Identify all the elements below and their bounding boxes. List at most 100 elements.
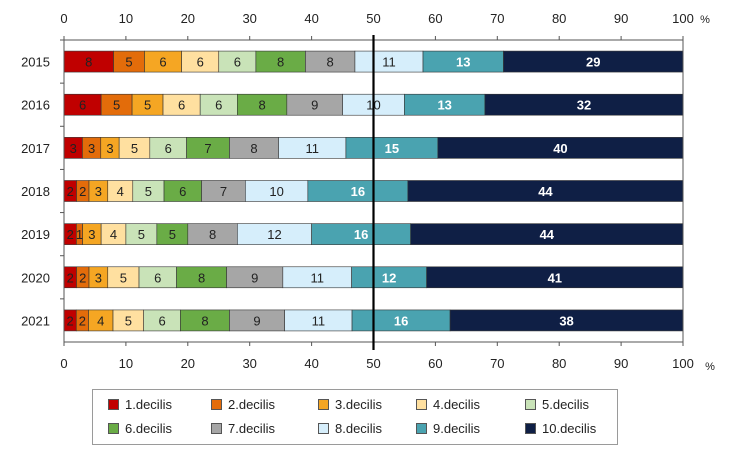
bar-segment-label: 5 [125, 55, 132, 70]
bar-segment-label: 3 [95, 270, 102, 285]
legend-item: 3.decilis [318, 394, 382, 414]
bar-segment-label: 5 [138, 227, 145, 242]
x-tick-label-bottom: 40 [304, 356, 318, 371]
bar-segment-label: 2 [79, 270, 86, 285]
bar-segment-label: 8 [85, 55, 92, 70]
bar-segment-label: 2 [79, 184, 86, 199]
legend-item: 7.decilis [211, 418, 275, 438]
legend-swatch [318, 422, 329, 434]
legend-swatch [416, 422, 427, 434]
bar-segment-label: 9 [251, 270, 258, 285]
x-tick-label-bottom: 10 [119, 356, 133, 371]
bar-segment-label: 10 [269, 184, 283, 199]
bar-segment-label: 6 [79, 98, 86, 113]
legend-label: 1.decilis [125, 396, 172, 412]
bar-segment-label: 44 [540, 227, 555, 242]
bar-segment-label: 9 [253, 313, 260, 328]
bar-segment-label: 8 [258, 98, 265, 113]
category-label: 2016 [21, 98, 50, 113]
legend-swatch [108, 422, 119, 434]
x-tick-label-bottom: 30 [242, 356, 256, 371]
legend-swatch [525, 422, 536, 434]
legend-label: 9.decilis [433, 420, 480, 436]
legend-label: 4.decilis [433, 396, 480, 412]
x-tick-label-top: 50 [366, 11, 380, 26]
x-tick-label-bottom: 100 [672, 356, 694, 371]
bar-segment-label: 44 [538, 184, 553, 199]
bar-segment-label: 16 [354, 227, 368, 242]
bar-segment-label: 2 [67, 184, 74, 199]
bar-segment-label: 4 [117, 184, 124, 199]
bar-segment-label: 11 [305, 141, 319, 156]
legend-item: 1.decilis [108, 394, 172, 414]
bar-segment-label: 2 [67, 227, 74, 242]
bar-segment-label: 16 [351, 184, 365, 199]
legend-swatch [525, 398, 536, 410]
x-tick-label-bottom: 20 [181, 356, 195, 371]
bar-segment-label: 11 [312, 313, 326, 328]
bar-segment-label: 3 [70, 141, 77, 156]
x-tick-label-bottom: 0 [60, 356, 67, 371]
bar-segment-label: 3 [95, 184, 102, 199]
bar-segment-label: 6 [179, 184, 186, 199]
bar-segment-label: 29 [586, 55, 600, 70]
category-axis: 2015 2016 2017 2018 2019 2020 2021 [21, 39, 64, 328]
x-tick-label-top: 100 [672, 11, 694, 26]
x-tick-label-top: 40 [304, 11, 318, 26]
legend-item: 9.decilis [416, 418, 480, 438]
legend-swatch [211, 398, 222, 410]
bar-segment-label: 2 [67, 270, 74, 285]
legend-swatch [108, 398, 119, 410]
bar-segment-label: 40 [553, 141, 567, 156]
bar-segment-label: 5 [169, 227, 176, 242]
x-tick-label-bottom: 80 [552, 356, 566, 371]
x-tick-label-top: 30 [242, 11, 256, 26]
bar-segment-label: 32 [577, 98, 591, 113]
bar-segment-label: 38 [559, 313, 573, 328]
legend-swatch [416, 398, 427, 410]
bar-segment-label: 8 [277, 55, 284, 70]
bar-segment-label: 12 [382, 270, 396, 285]
legend: 1.decilis 2.decilis 3.decilis 4.decilis 5.de… [92, 389, 618, 445]
bar-segment-label: 8 [198, 270, 205, 285]
bar-segment-label: 2 [67, 313, 74, 328]
legend-swatch [318, 398, 329, 410]
bar-segment-label: 15 [385, 141, 399, 156]
bar-segment-label: 5 [125, 313, 132, 328]
category-label: 2018 [21, 184, 50, 199]
bar-segment-label: 6 [159, 55, 166, 70]
x-tick-label-top: 60 [428, 11, 442, 26]
bar-segment-label: 5 [144, 98, 151, 113]
bar-segment-label: 3 [88, 141, 95, 156]
bar-segment-label: 5 [120, 270, 127, 285]
legend-item: 2.decilis [211, 394, 275, 414]
legend-label: 2.decilis [228, 396, 275, 412]
bar-segment-label: 7 [220, 184, 227, 199]
bar-segment-label: 6 [178, 98, 185, 113]
bar-segment-label: 9 [311, 98, 318, 113]
bar-segment-label: 3 [88, 227, 95, 242]
bar-segment-label: 4 [110, 227, 117, 242]
bar-segment-label: 6 [165, 141, 172, 156]
unit-label-bottom: % [705, 361, 715, 373]
bars: 8566688111329655668910133233356781115402… [63, 50, 684, 332]
bar-segment-label: 7 [204, 141, 211, 156]
bar-segment-label: 11 [310, 270, 324, 285]
legend-label: 8.decilis [335, 420, 382, 436]
bar-segment-label: 6 [158, 313, 165, 328]
unit-label-top: % [700, 14, 710, 26]
bar-segment-label: 1 [76, 227, 83, 242]
bar-segment-label: 13 [437, 98, 451, 113]
x-tick-label-top: 10 [119, 11, 133, 26]
legend-item: 10.decilis [525, 418, 596, 438]
category-label: 2020 [21, 270, 50, 285]
x-tick-label-bottom: 50 [366, 356, 380, 371]
x-tick-label-top: 70 [490, 11, 504, 26]
x-tick-label-bottom: 60 [428, 356, 442, 371]
bar-segment-label: 16 [394, 313, 408, 328]
x-tick-label-bottom: 70 [490, 356, 504, 371]
bar-segment-label: 41 [548, 270, 562, 285]
legend-item: 5.decilis [525, 394, 589, 414]
x-tick-label-top: 0 [60, 11, 67, 26]
